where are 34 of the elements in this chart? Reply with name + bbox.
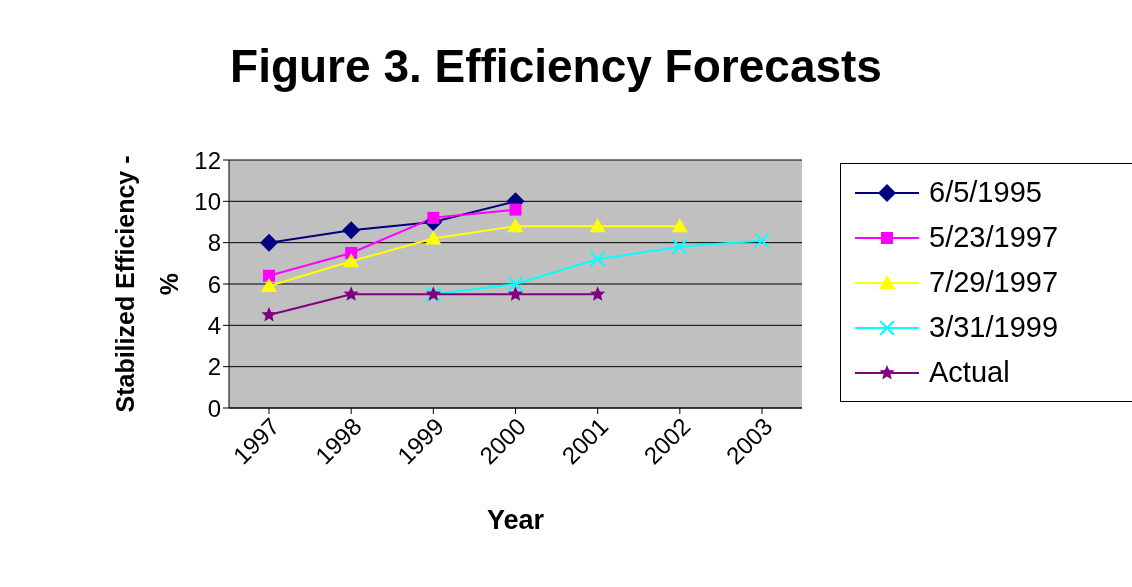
- y-tick-label: 0: [207, 394, 221, 422]
- point: [509, 203, 522, 216]
- point: [754, 232, 770, 249]
- legend-label: 7/29/1997: [929, 266, 1059, 299]
- point: [671, 238, 688, 255]
- point: [507, 276, 524, 292]
- point: [427, 211, 440, 224]
- legend-label: Actual: [929, 356, 1010, 389]
- y-tick-label: 4: [207, 311, 221, 339]
- point: [261, 278, 277, 293]
- point: [343, 253, 360, 268]
- point: [671, 218, 688, 233]
- point: [263, 269, 275, 282]
- y-tick-label: 8: [207, 229, 221, 257]
- point: [507, 286, 524, 301]
- y-tick-label: 10: [194, 187, 221, 215]
- point: [261, 307, 277, 322]
- legend-label: 6/5/1995: [929, 176, 1042, 209]
- point: [260, 233, 278, 252]
- y-tick-label: 2: [207, 353, 221, 381]
- x-axis-title: Year: [486, 505, 545, 535]
- point: [425, 230, 442, 245]
- y-tick-label: 6: [207, 270, 221, 298]
- y-axis-title: Stabilized Efficiency - %: [111, 155, 183, 413]
- point: [343, 286, 359, 301]
- legend-label: 3/31/1999: [929, 311, 1059, 344]
- point: [342, 221, 361, 240]
- point: [507, 218, 524, 233]
- legend-label: 5/23/1997: [929, 221, 1059, 254]
- chart-title: Figure 3. Efficiency Forecasts: [229, 38, 883, 94]
- point: [590, 286, 606, 301]
- y-tick-label: 12: [194, 146, 221, 174]
- point: [589, 218, 606, 233]
- point: [589, 251, 606, 268]
